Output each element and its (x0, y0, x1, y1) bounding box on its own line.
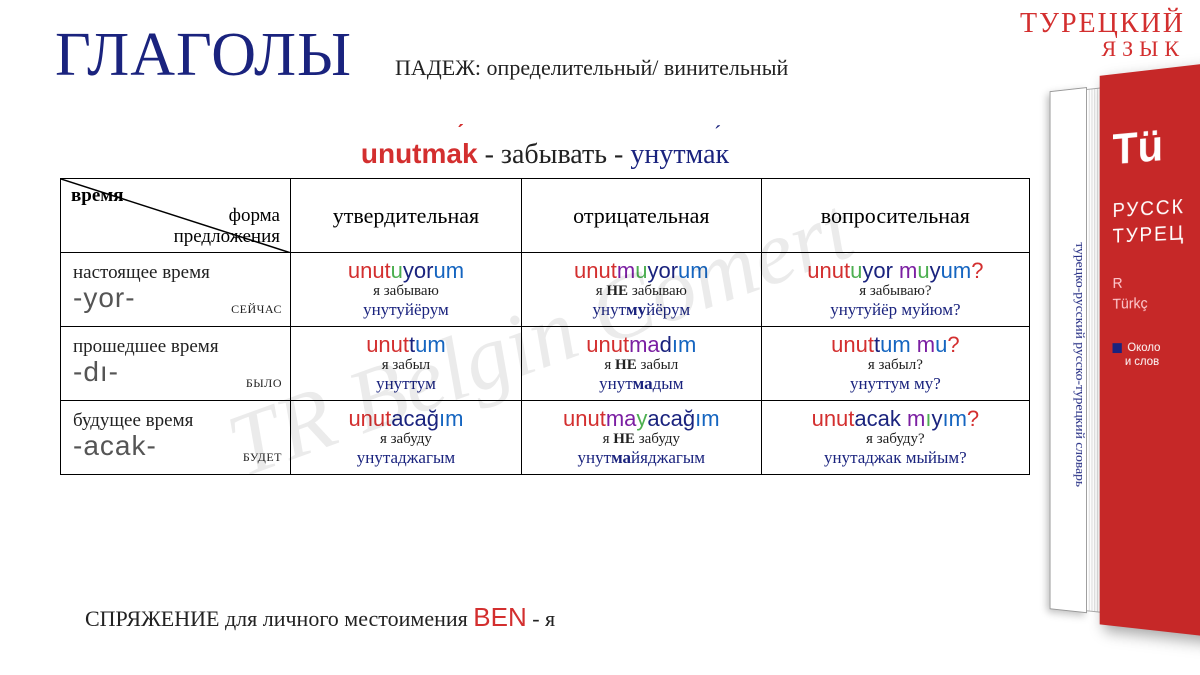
footer-after: - я (532, 606, 555, 631)
table-row: настоящее время-yor-СЕЙЧАСunutuyorumя за… (61, 253, 1030, 327)
diag-form-label: формапредложения (174, 206, 280, 248)
tense-cell: прошедшее время-dı- БЫЛО (61, 327, 291, 401)
turkish-form: unutmuyorum (526, 259, 757, 283)
tense-name: настоящее время (73, 262, 282, 284)
phonetic: унутмайяджагым (526, 448, 757, 468)
phonetic: унутмуйёрум (526, 300, 757, 320)
translation: я забываю? (766, 283, 1025, 300)
col-header: вопросительная (761, 179, 1029, 253)
translation: я забуду (295, 431, 517, 448)
form-cell: unutuyorumя забываюунутуйёрум (291, 253, 522, 327)
translation: я забуду? (766, 431, 1025, 448)
phonetic: унутаджагым (295, 448, 517, 468)
phonetic: унутуйёр муйюм? (766, 300, 1025, 320)
footer: СПРЯЖЕНИЕ для личного местоимения BEN - … (85, 602, 555, 633)
tense-suffix: -yor- (73, 282, 136, 314)
verb-header: unutmaḱ - забывать - унутмаќ (60, 138, 1030, 171)
turkish-form: unutacak mıyım? (766, 407, 1025, 431)
translation: я НЕ забываю (526, 283, 757, 300)
form-cell: unutmayacağımя НЕ забудуунутмайяджагым (521, 401, 761, 475)
form-cell: unutmadımя НЕ забылунутмадым (521, 327, 761, 401)
translation: я забываю (295, 283, 517, 300)
phonetic: унутаджак мыйым? (766, 448, 1025, 468)
book-cover: ƒ Tü РУССКТУРЕЦ RTürkç Около и слов (1100, 57, 1200, 643)
diag-time-label: время (71, 185, 123, 207)
header-row: время формапредложения утвердительная от… (61, 179, 1030, 253)
form-cell: unutmuyorumя НЕ забываюунутмуйёрум (521, 253, 761, 327)
dash: - (614, 139, 630, 170)
tense-suffix: -acak- (73, 430, 157, 462)
verb-turkish: unutmaḱ (361, 138, 478, 169)
book-graphic: турецко-русский русско-турецкий словарь … (1050, 57, 1200, 652)
turkish-form: unutmayacağım (526, 407, 757, 431)
phonetic: унутмадым (526, 374, 757, 394)
conjugation-table: время формапредложения утвердительная от… (60, 178, 1030, 475)
subtitle: ПАДЕЖ: определительный/ винительный (395, 55, 788, 81)
page-title: ГЛАГОЛЫ (55, 20, 352, 91)
book-tiny: Около и слов (1113, 339, 1200, 368)
tense-name: будущее время (73, 410, 282, 432)
book-pages (1087, 88, 1100, 613)
turkish-form: unutuyor muyum? (766, 259, 1025, 283)
translation: я НЕ забыл (526, 357, 757, 374)
book-title: Tü (1113, 112, 1200, 175)
tense-suffix: -dı- (73, 356, 119, 388)
translation: я НЕ забуду (526, 431, 757, 448)
turkish-form: unutmadım (526, 333, 757, 357)
tense-cell: настоящее время-yor- СЕЙЧАС (61, 253, 291, 327)
table-row: будущее время-acak-БУДЕТunutacağımя забу… (61, 401, 1030, 475)
col-header: отрицательная (521, 179, 761, 253)
phonetic: унуттум (295, 374, 517, 394)
turkish-form: unuttum (295, 333, 517, 357)
form-cell: unutacağımя забудуунутаджагым (291, 401, 522, 475)
book-spine: турецко-русский русско-турецкий словарь (1050, 87, 1087, 613)
translation: я забыл (295, 357, 517, 374)
book-mid: РУССКТУРЕЦ (1113, 189, 1200, 249)
phonetic: унуттум му? (766, 374, 1025, 394)
form-cell: unutacak mıyım?я забуду?унутаджак мыйым? (761, 401, 1029, 475)
diagonal-header: время формапредложения (61, 179, 291, 253)
turkish-form: unutuyorum (295, 259, 517, 283)
verb-russian: забывать (501, 139, 607, 170)
tense-name: прошедшее время (73, 336, 282, 358)
form-cell: unuttumя забылунуттум (291, 327, 522, 401)
verb-phonetic: унутмаќ (630, 139, 729, 170)
turkish-form: unutacağım (295, 407, 517, 431)
form-cell: unuttum mu?я забыл?унуттум му? (761, 327, 1029, 401)
translation: я забыл? (766, 357, 1025, 374)
footer-ben: BEN (473, 602, 526, 632)
tense-tag: БЫЛО (246, 376, 282, 391)
table-row: прошедшее время-dı-БЫЛОunuttumя забылуну… (61, 327, 1030, 401)
tense-tag: СЕЙЧАС (231, 302, 282, 317)
tense-tag: БУДЕТ (243, 450, 282, 465)
phonetic: унутуйёрум (295, 300, 517, 320)
col-header: утвердительная (291, 179, 522, 253)
footer-before: СПРЯЖЕНИЕ для личного местоимения (85, 606, 473, 631)
corner-title: ТУРЕЦКИЙ ЯЗЫК (1020, 8, 1185, 62)
tense-cell: будущее время-acak- БУДЕТ (61, 401, 291, 475)
book-small: RTürkç (1113, 269, 1200, 315)
dash: - (485, 139, 501, 170)
turkish-form: unuttum mu? (766, 333, 1025, 357)
form-cell: unutuyor muyum?я забываю?унутуйёр муйюм? (761, 253, 1029, 327)
